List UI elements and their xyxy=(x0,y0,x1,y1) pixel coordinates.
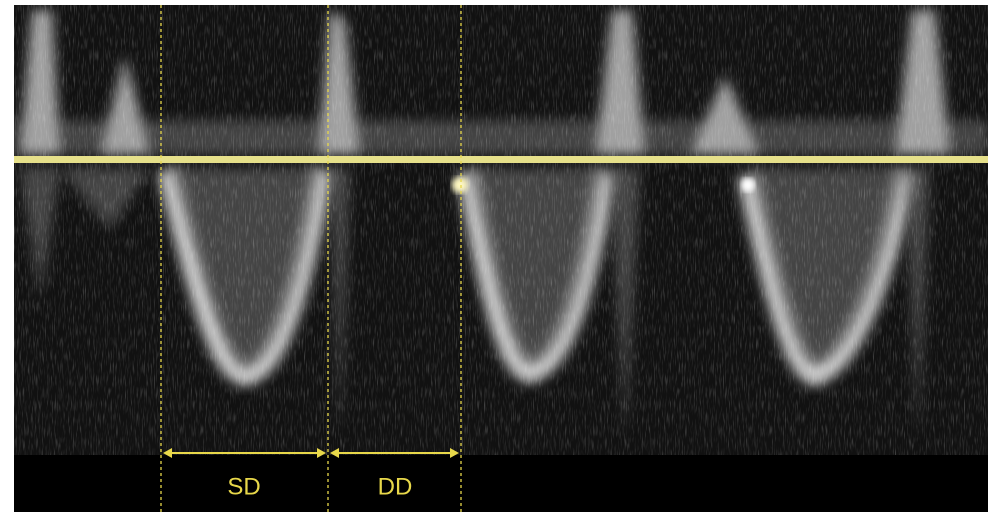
spectral-trace xyxy=(14,5,988,455)
label-band xyxy=(14,455,988,512)
sd-label: SD xyxy=(227,473,260,500)
page: SD DD (() => { const data = JSON.parse(d… xyxy=(0,0,996,514)
baseline xyxy=(14,156,988,163)
doppler-image: SD DD xyxy=(0,0,996,514)
dd-label: DD xyxy=(378,473,413,500)
